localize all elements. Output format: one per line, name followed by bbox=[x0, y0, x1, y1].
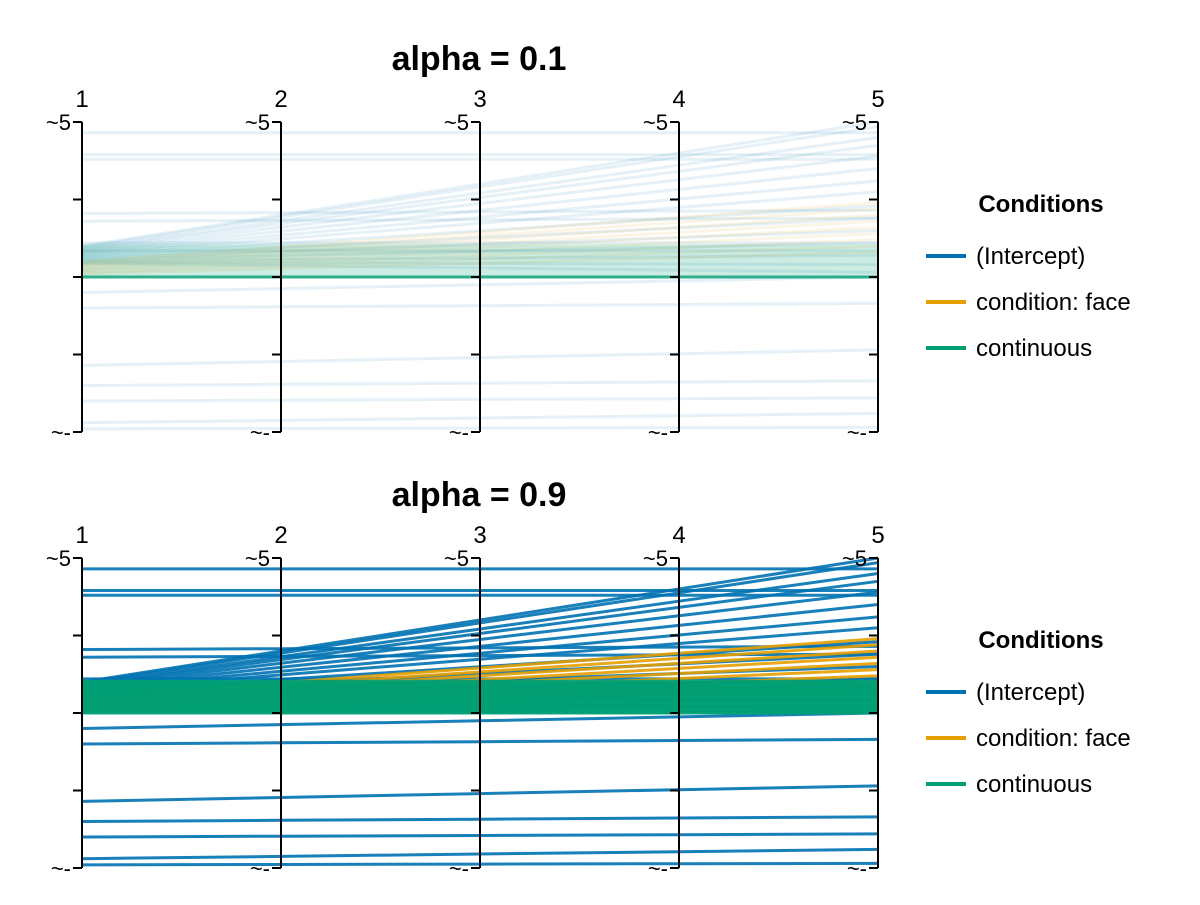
axis-name: 5 bbox=[871, 86, 884, 113]
axis-max-label: ~5 bbox=[643, 110, 668, 135]
legend-label: (Intercept) bbox=[976, 243, 1085, 270]
legend-items: (Intercept) condition: face continuous bbox=[926, 679, 1131, 798]
axis-min-label: ~- bbox=[648, 856, 668, 881]
legend: Conditions (Intercept) condition: face con… bbox=[926, 627, 1131, 798]
legend-items: (Intercept) condition: face continuous bbox=[926, 243, 1131, 362]
chart-title: alpha = 0.1 bbox=[392, 40, 567, 78]
axis-max-label: ~5 bbox=[842, 110, 867, 135]
axis-min-label: ~- bbox=[847, 856, 867, 881]
chart-panel-bottom: alpha = 0.9 1~5~-2~5~-3~5~-4~5~-5~5~- Co… bbox=[46, 476, 1131, 881]
axis-name: 2 bbox=[274, 522, 287, 549]
axis-name: 1 bbox=[75, 86, 88, 113]
axis-max-label: ~5 bbox=[444, 546, 469, 571]
legend-label: continuous bbox=[976, 335, 1092, 362]
legend: Conditions (Intercept) condition: face con… bbox=[926, 191, 1131, 362]
axis-name: 1 bbox=[75, 522, 88, 549]
legend-title: Conditions bbox=[978, 191, 1103, 218]
legend-label: condition: face bbox=[976, 289, 1131, 316]
legend-title: Conditions bbox=[978, 627, 1103, 654]
axis-name: 3 bbox=[473, 86, 486, 113]
axis-min-label: ~- bbox=[449, 420, 469, 445]
axis-max-label: ~5 bbox=[245, 546, 270, 571]
axis-max-label: ~5 bbox=[444, 110, 469, 135]
axes: 1~5~-2~5~-3~5~-4~5~-5~5~- bbox=[46, 86, 885, 445]
axis-max-label: ~5 bbox=[245, 110, 270, 135]
legend-label: continuous bbox=[976, 771, 1092, 798]
axis-min-label: ~- bbox=[51, 420, 71, 445]
axis-max-label: ~5 bbox=[643, 546, 668, 571]
axes: 1~5~-2~5~-3~5~-4~5~-5~5~- bbox=[46, 522, 885, 881]
chart-panel-top: alpha = 0.1 1~5~-2~5~-3~5~-4~5~-5~5~- Co… bbox=[46, 40, 1131, 445]
axis-name: 5 bbox=[871, 522, 884, 549]
axis-min-label: ~- bbox=[847, 420, 867, 445]
axis-name: 4 bbox=[672, 86, 685, 113]
axis-name: 2 bbox=[274, 86, 287, 113]
axis-min-label: ~- bbox=[449, 856, 469, 881]
axis-max-label: ~5 bbox=[842, 546, 867, 571]
chart-title: alpha = 0.9 bbox=[392, 476, 567, 514]
axis-max-label: ~5 bbox=[46, 546, 71, 571]
axis-min-label: ~- bbox=[250, 420, 270, 445]
axis-name: 4 bbox=[672, 522, 685, 549]
axis-name: 3 bbox=[473, 522, 486, 549]
axis-min-label: ~- bbox=[250, 856, 270, 881]
axis-max-label: ~5 bbox=[46, 110, 71, 135]
legend-label: (Intercept) bbox=[976, 679, 1085, 706]
axis-min-label: ~- bbox=[648, 420, 668, 445]
legend-label: condition: face bbox=[976, 725, 1131, 752]
axis-min-label: ~- bbox=[51, 856, 71, 881]
